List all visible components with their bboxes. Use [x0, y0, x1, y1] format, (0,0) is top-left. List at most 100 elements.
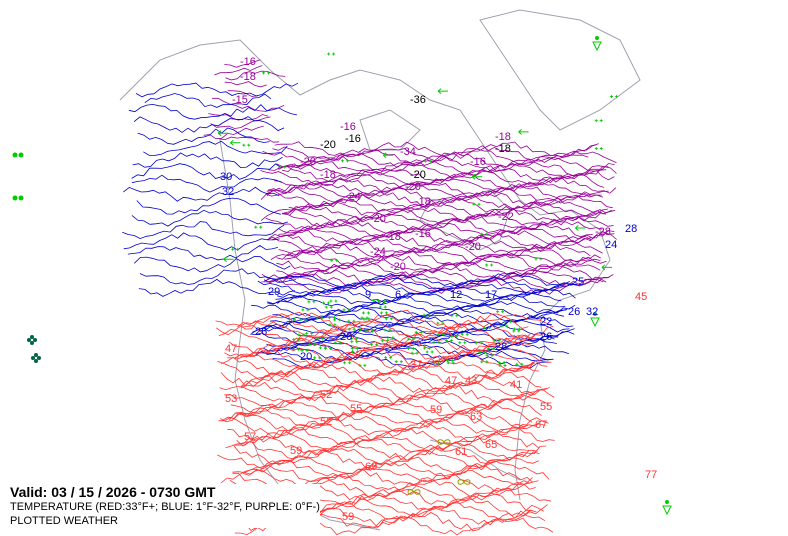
snow-icon — [492, 339, 501, 343]
snow-icon — [512, 327, 521, 331]
warm-contour — [220, 365, 540, 387]
cool-contour — [131, 174, 283, 193]
snow-icon — [425, 350, 434, 354]
temperature-label: -34 — [400, 146, 416, 158]
rain-icon — [12, 195, 18, 201]
snow-icon — [254, 225, 263, 229]
temperature-label: 25 — [572, 276, 584, 288]
warm-contour — [237, 320, 544, 339]
snow-icon — [300, 349, 309, 353]
warm-contour — [219, 385, 550, 405]
cold-contour — [224, 59, 261, 68]
snow-icon — [436, 333, 445, 337]
map-legend: Valid: 03 / 15 / 2026 - 0730 GMT TEMPERA… — [10, 484, 320, 528]
cold-contour — [284, 242, 591, 260]
temperature-label: 26 — [568, 306, 580, 318]
warm-contour — [235, 398, 542, 420]
coastline — [419, 189, 511, 251]
snow-icon — [351, 350, 360, 354]
cool-contour — [275, 287, 576, 303]
snow-icon — [292, 347, 301, 351]
temperature-label: 6 — [395, 289, 401, 301]
warm-contour — [239, 374, 534, 395]
wind-arrow-icon — [382, 152, 394, 159]
valid-time: Valid: 03 / 15 / 2026 - 0730 GMT — [10, 484, 216, 500]
snow-icon — [512, 329, 521, 333]
cold-contour — [276, 245, 601, 265]
warm-contour — [220, 403, 533, 424]
temperature-labels: -16-18-15-16-20-18-24-20-18 -16-22-20-18-… — [220, 56, 657, 523]
temperature-label: -28 — [595, 226, 611, 238]
snow-icon — [297, 333, 306, 337]
snow-icon — [366, 329, 375, 333]
temperature-label: -20 — [320, 139, 336, 151]
snow-icon — [460, 332, 469, 336]
cold-contour — [208, 113, 269, 121]
snow-icon — [486, 347, 495, 351]
snow-icon — [485, 353, 494, 357]
snow-icon — [386, 336, 395, 340]
temperature-label: 67 — [535, 419, 547, 431]
cold-contour — [277, 218, 603, 234]
shower-dot — [665, 500, 669, 504]
temperature-label: 22 — [540, 316, 552, 328]
shower-icon — [592, 41, 602, 52]
cold-contour — [278, 162, 615, 180]
cold-contour — [278, 229, 615, 247]
snow-icon — [483, 326, 492, 330]
snow-icon — [500, 324, 509, 328]
warm-contour — [230, 394, 549, 414]
snow-icon — [496, 310, 505, 314]
snow-icon — [287, 317, 296, 321]
cool-contour — [143, 140, 288, 156]
snow-icon — [327, 52, 336, 56]
cool-contour — [255, 350, 550, 365]
cool-contour — [134, 256, 291, 273]
snow-icon — [472, 202, 481, 206]
snow-icon — [361, 311, 370, 315]
wind-arrow-icon — [230, 139, 241, 146]
coastline — [479, 9, 641, 131]
temperature-label: 20 — [300, 351, 312, 363]
cold-contour — [288, 193, 613, 212]
temperature-label: 20 — [340, 331, 352, 343]
temperature-label: -18 — [385, 231, 401, 243]
shower-dot — [595, 36, 599, 40]
cold-contour — [287, 249, 594, 267]
cold-contour — [267, 271, 610, 288]
temperature-label: 28 — [495, 341, 507, 353]
cold-contour — [262, 147, 617, 166]
temperature-label: -24 — [345, 191, 361, 203]
snow-icon — [450, 314, 459, 318]
temperature-label: -16 — [415, 228, 431, 240]
temperature-label: -18 — [415, 196, 431, 208]
cool-contour — [261, 315, 574, 330]
snow-icon — [330, 258, 339, 262]
warm-contour — [215, 309, 552, 330]
cool-contour — [144, 93, 272, 108]
snow-icon — [316, 337, 325, 341]
warm-contour — [229, 407, 542, 429]
cold-contour — [260, 183, 592, 201]
snow-icon — [305, 331, 314, 335]
cool-contour — [277, 346, 554, 361]
temperature-label: -22 — [498, 211, 514, 223]
temperature-label: 63 — [470, 411, 482, 423]
snow-icon — [432, 361, 441, 365]
snow-icon — [384, 356, 393, 360]
temperature-label: 55 — [350, 403, 362, 415]
snow-icon — [458, 341, 467, 345]
temperature-label: -20 — [405, 181, 421, 193]
snow-icon — [498, 364, 507, 368]
temperature-label: 32 — [222, 186, 234, 198]
snow-icon — [380, 339, 389, 343]
warm-contour — [234, 351, 536, 372]
snow-icon — [594, 147, 603, 151]
warm-contour — [227, 343, 552, 363]
snow-icon — [445, 358, 454, 362]
snow-icon — [301, 308, 310, 312]
cool-contour — [277, 295, 566, 311]
snow-icon — [362, 317, 371, 321]
temperature-label: -18 — [240, 71, 256, 83]
